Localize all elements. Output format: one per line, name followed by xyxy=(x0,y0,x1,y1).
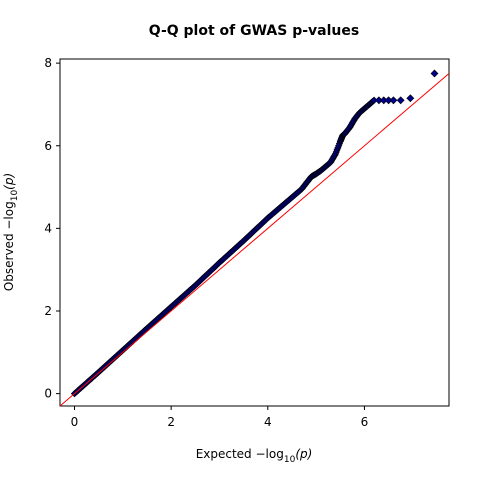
data-point xyxy=(430,69,439,78)
plot-area xyxy=(59,58,450,407)
y-tick-label: 8 xyxy=(44,56,52,70)
y-axis-label: Observed −log10(p) xyxy=(2,173,20,291)
x-axis: 0 2 4 6 xyxy=(71,406,369,429)
y-tick-label: 2 xyxy=(44,304,52,318)
x-tick-label: 0 xyxy=(71,415,79,429)
x-tick-label: 4 xyxy=(264,415,272,429)
y-tick-label: 0 xyxy=(44,387,52,401)
data-point xyxy=(389,96,398,105)
chart-title: Q-Q plot of GWAS p-values xyxy=(149,23,359,39)
data-point xyxy=(406,94,415,103)
x-tick-label: 6 xyxy=(361,415,369,429)
x-axis-label: Expected −log10(p) xyxy=(196,447,313,465)
y-tick-label: 4 xyxy=(44,221,52,235)
expected-reference-line xyxy=(59,73,450,407)
plot-frame xyxy=(59,58,450,407)
qq-points xyxy=(70,69,439,398)
reference-line-group xyxy=(59,73,450,407)
y-tick-label: 6 xyxy=(44,139,52,153)
data-point xyxy=(396,96,405,105)
x-tick-label: 2 xyxy=(167,415,175,429)
y-axis: 0 2 4 6 8 xyxy=(44,56,60,401)
